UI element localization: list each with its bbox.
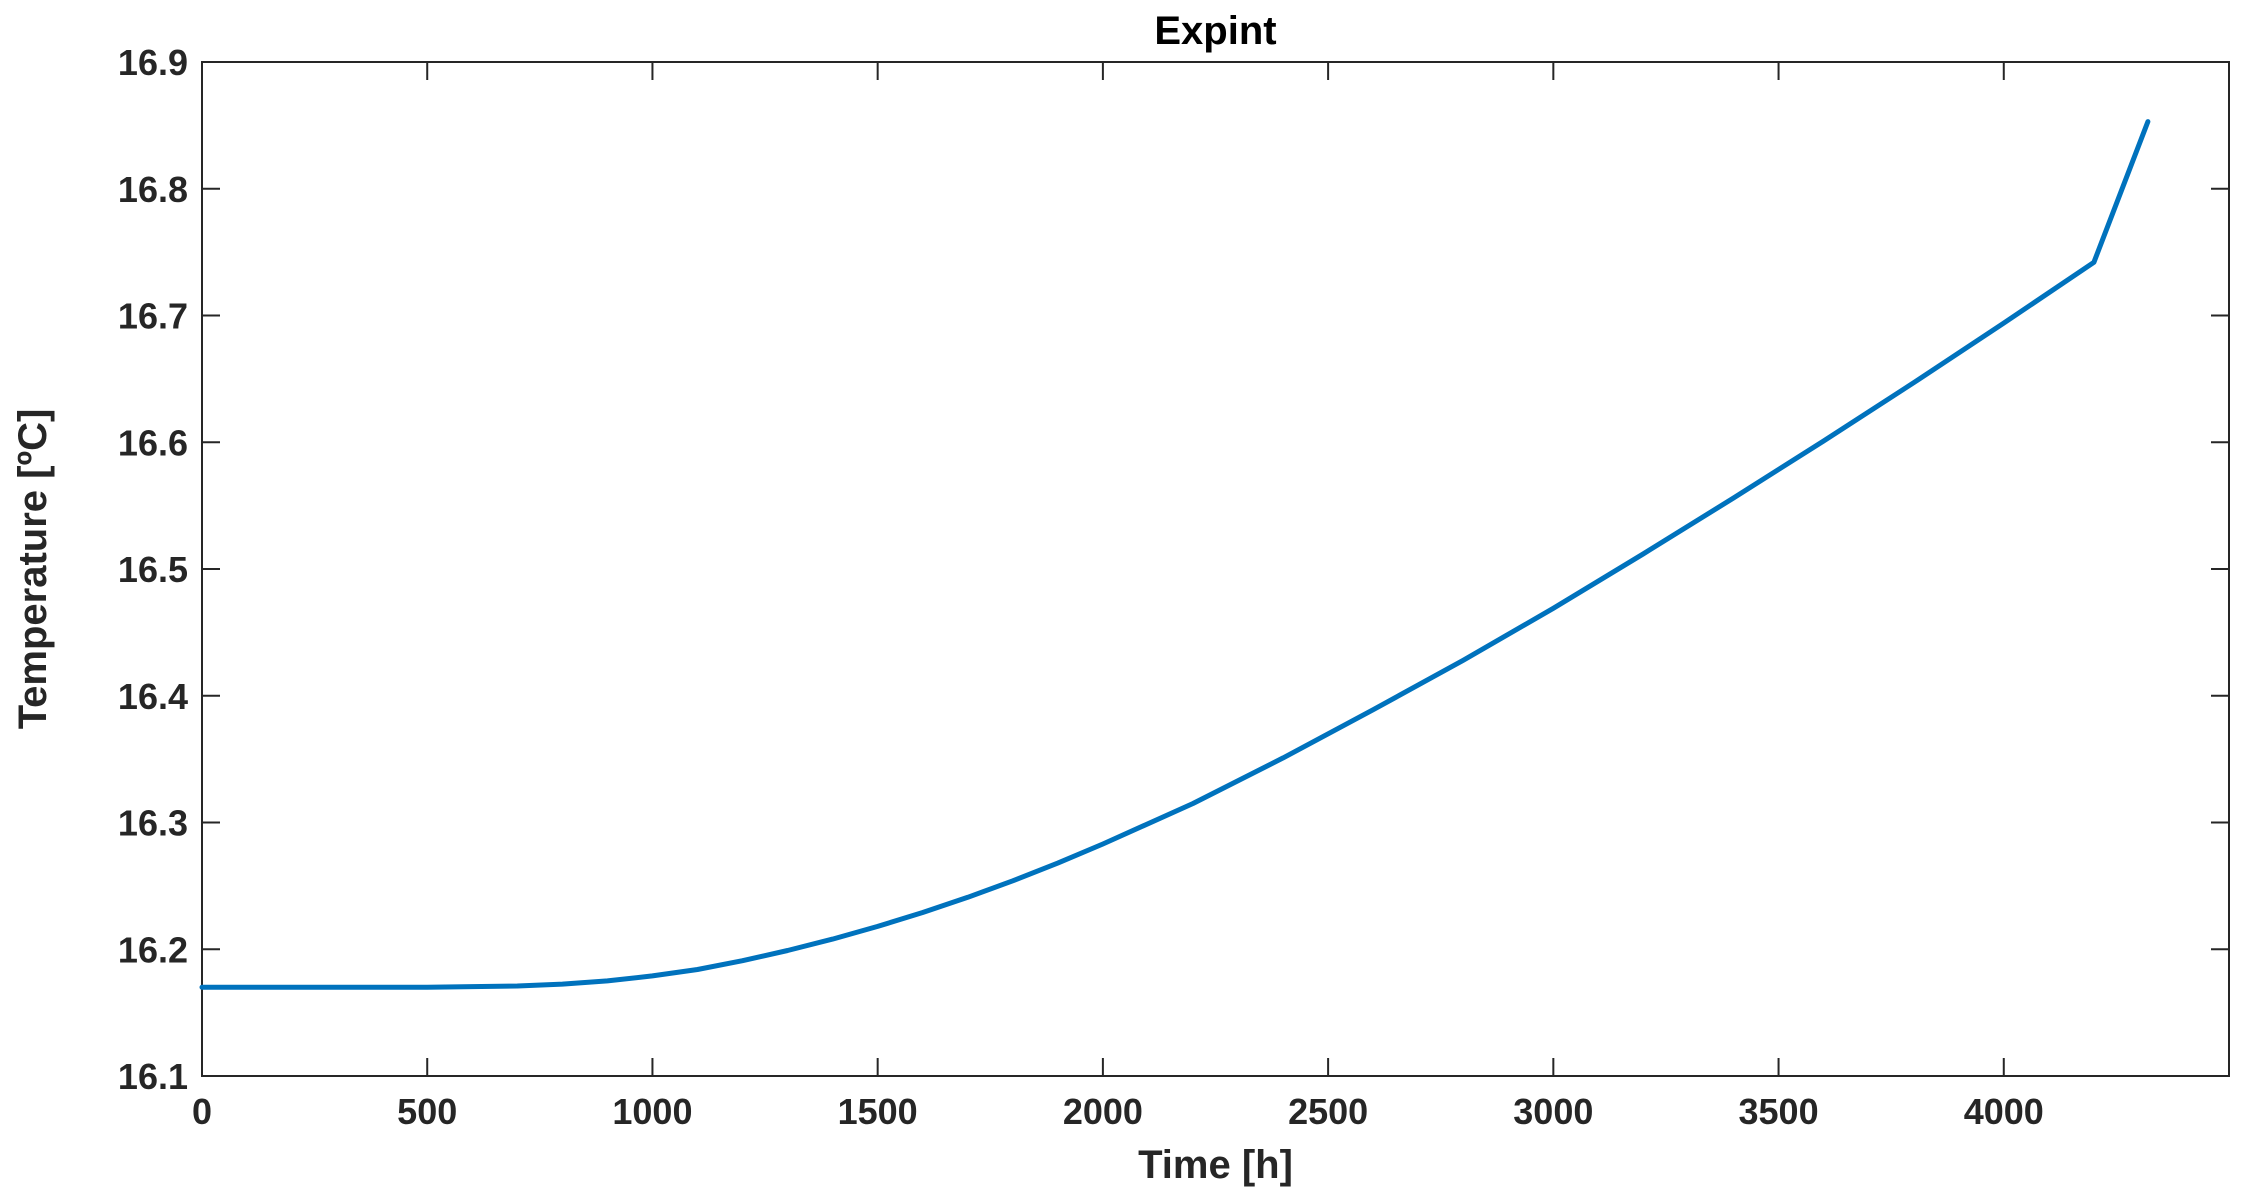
- y-tick-label: 16.1: [118, 1056, 188, 1097]
- y-axis-title: Temperature [ºC]: [11, 409, 55, 730]
- x-tick-label: 1000: [612, 1091, 692, 1132]
- y-tick-label: 16.7: [118, 296, 188, 337]
- x-tick-label: 500: [397, 1091, 457, 1132]
- series-layer: [199, 119, 2151, 990]
- y-tick-label: 16.3: [118, 803, 188, 844]
- y-tick-label: 16.2: [118, 929, 188, 970]
- x-tick-label: 4000: [1964, 1091, 2044, 1132]
- x-tick-label: 2500: [1288, 1091, 1368, 1132]
- x-tick-label: 3000: [1513, 1091, 1593, 1132]
- x-tick-label: 0: [192, 1091, 212, 1132]
- chart-title: Expint: [1154, 9, 1276, 53]
- y-tick-label: 16.4: [118, 676, 188, 717]
- axis-ticks: [201, 61, 2229, 1077]
- x-tick-label: 1500: [838, 1091, 918, 1132]
- y-tick-label: 16.8: [118, 169, 188, 210]
- x-tick-label: 2000: [1063, 1091, 1143, 1132]
- x-axis-title: Time [h]: [1138, 1143, 1293, 1187]
- tick-labels: 0 500 1000 1500 2000 2500 3000 3500 4000 16.1 16.2…: [118, 42, 2044, 1132]
- series-line-0: [199, 119, 2151, 990]
- y-tick-label: 16.6: [118, 422, 188, 463]
- y-tick-label: 16.9: [118, 42, 188, 83]
- plot-area: [201, 61, 2230, 1077]
- x-tick-label: 3500: [1739, 1091, 1819, 1132]
- y-tick-label: 16.5: [118, 549, 188, 590]
